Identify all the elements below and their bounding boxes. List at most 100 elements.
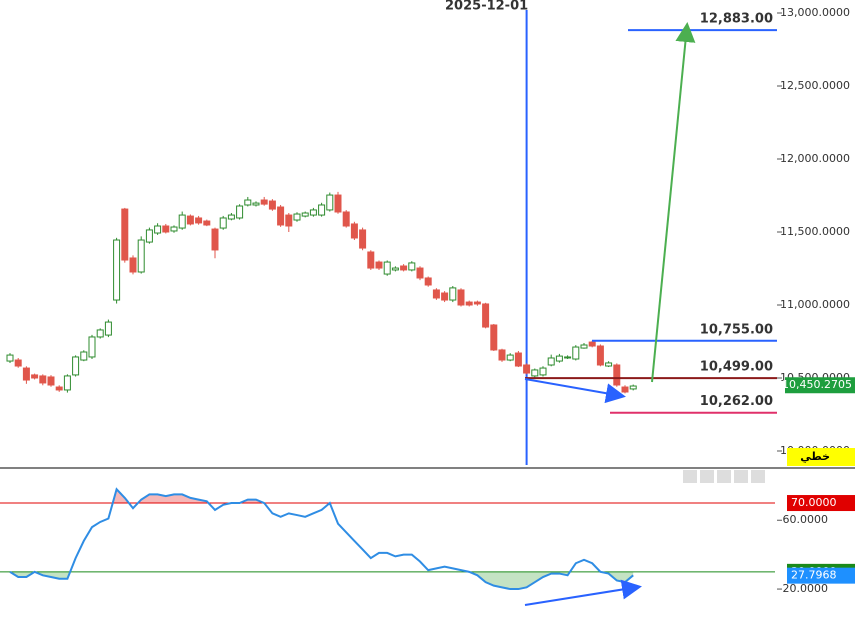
indicator-line bbox=[9, 487, 634, 591]
candle-body bbox=[555, 355, 563, 362]
candle-body bbox=[260, 199, 268, 205]
candle-body bbox=[268, 200, 276, 210]
candle-body bbox=[400, 265, 408, 271]
y-tick-label: 12,500.0000 bbox=[780, 79, 850, 92]
candle-body bbox=[96, 329, 104, 338]
indicator-toolbar bbox=[683, 470, 765, 483]
last-value-box bbox=[787, 567, 855, 584]
more-button[interactable] bbox=[751, 470, 765, 483]
y-tick-label: 13,000.0000 bbox=[780, 6, 850, 19]
candle-body bbox=[285, 214, 293, 227]
candle-body bbox=[457, 289, 465, 306]
candle-body bbox=[88, 336, 96, 358]
price-level-label: 10,499.00 bbox=[700, 360, 773, 375]
candle-body bbox=[342, 211, 350, 227]
candle-body bbox=[47, 376, 55, 386]
candle-body bbox=[72, 356, 80, 376]
candle-body bbox=[219, 217, 227, 229]
candle-body bbox=[391, 267, 399, 271]
candle-body bbox=[424, 277, 432, 286]
trend-arrow bbox=[651, 22, 696, 383]
candle-body bbox=[580, 344, 588, 349]
candle-body bbox=[121, 208, 129, 261]
candle-body bbox=[588, 341, 596, 347]
candle-body bbox=[465, 301, 473, 306]
candle-body bbox=[227, 214, 235, 220]
candle-body bbox=[359, 229, 367, 249]
candle-body bbox=[441, 292, 449, 301]
maximize-button[interactable] bbox=[700, 470, 714, 483]
candle-body bbox=[162, 225, 170, 233]
candle-body bbox=[195, 217, 203, 224]
candle-body bbox=[539, 367, 547, 376]
candle-body bbox=[211, 228, 219, 251]
candle-body bbox=[523, 364, 531, 374]
date-marker-label: 2025-12-01 bbox=[445, 0, 528, 14]
y-tick-label: 12,000.0000 bbox=[780, 152, 850, 165]
level-label: 70.0000 bbox=[791, 496, 837, 509]
candle-body bbox=[14, 359, 22, 367]
candle-body bbox=[482, 303, 490, 328]
candle-body bbox=[547, 357, 555, 366]
candle-body bbox=[605, 362, 613, 367]
candle-body bbox=[6, 354, 14, 362]
candle-body bbox=[416, 267, 424, 279]
settings-button[interactable] bbox=[734, 470, 748, 483]
y-tick-label: 20.0000 bbox=[783, 582, 829, 595]
candle-body bbox=[375, 261, 383, 269]
candle-body bbox=[301, 212, 309, 217]
candle-body bbox=[104, 321, 112, 336]
chart-style-label: خطي bbox=[800, 450, 830, 463]
candle-body bbox=[186, 215, 194, 225]
candle-body bbox=[170, 226, 178, 232]
candle-body bbox=[55, 386, 63, 391]
candle-body bbox=[334, 194, 342, 213]
y-tick-label: 11,000.0000 bbox=[780, 298, 850, 311]
candle-body bbox=[621, 386, 629, 393]
candle-body bbox=[31, 374, 39, 379]
candle-body bbox=[236, 205, 244, 219]
candle-body bbox=[531, 369, 539, 377]
candle-body bbox=[145, 229, 153, 243]
candle-body bbox=[309, 209, 317, 216]
candle-body bbox=[277, 206, 285, 226]
price-level-label: 10,755.00 bbox=[700, 322, 773, 337]
level-fill bbox=[10, 571, 634, 590]
candle-body bbox=[367, 251, 375, 269]
y-tick-label: 60.0000 bbox=[783, 513, 829, 526]
candle-body bbox=[613, 364, 621, 386]
candle-body bbox=[80, 351, 88, 361]
candle-body bbox=[137, 239, 145, 273]
candle-body bbox=[63, 375, 71, 391]
price-level-label: 12,883.00 bbox=[700, 12, 773, 27]
move-up-button[interactable] bbox=[717, 470, 731, 483]
price-panel: 13,000.0000 12,500.0000 12,000.0000 11,500.… bbox=[6, 0, 855, 466]
candle-body bbox=[629, 385, 637, 390]
candle-body bbox=[39, 375, 47, 384]
candle-body bbox=[154, 225, 162, 234]
close-button[interactable] bbox=[683, 470, 697, 483]
candle-body bbox=[572, 346, 580, 360]
candle-body bbox=[350, 223, 358, 239]
candle-body bbox=[293, 213, 301, 221]
candle-body bbox=[449, 287, 457, 301]
y-tick-label: 11,500.0000 bbox=[780, 225, 850, 238]
candle-body bbox=[432, 289, 440, 299]
candle-body bbox=[318, 204, 326, 216]
divergence-arrow bbox=[524, 579, 642, 606]
candle-body bbox=[490, 324, 498, 351]
price-level-label: 10,262.00 bbox=[700, 394, 773, 409]
candle-body bbox=[244, 199, 252, 206]
candle-body bbox=[596, 345, 604, 366]
candle-body bbox=[564, 356, 572, 359]
candle-body bbox=[252, 202, 260, 206]
candle-body bbox=[506, 354, 514, 361]
candle-body bbox=[178, 214, 186, 229]
divergence-arrow bbox=[524, 378, 626, 404]
candle-body bbox=[113, 239, 121, 301]
candle-body bbox=[383, 261, 391, 275]
candle-body bbox=[514, 352, 522, 367]
